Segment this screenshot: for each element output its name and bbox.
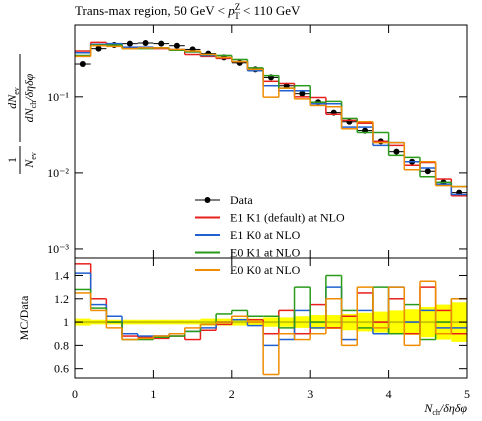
y-label-part: dN: [5, 94, 19, 109]
title-text: Trans-max region, 50 GeV <: [75, 3, 228, 18]
data-point: [79, 61, 86, 68]
data-point: [393, 148, 400, 155]
y-tick-label: 1.2: [54, 292, 69, 306]
y-tick-label: 10⁻¹: [47, 90, 69, 104]
axes: 10⁻³ 10⁻² 10⁻¹ 0.6 0.8 1 1.2 1.4 0 1 2 3 4 5: [47, 25, 470, 401]
x-label-part: N: [423, 401, 433, 415]
chart-title: Trans-max region, 50 GeV < pZ T < 110 GeV: [75, 2, 301, 21]
x-tick-label: 0: [72, 387, 78, 401]
legend-label: E0 K0 at NLO: [230, 263, 301, 277]
x-tick-label: 2: [229, 387, 235, 401]
y-tick-label: 0.6: [54, 362, 69, 376]
legend-label: E1 K1 (default) at NLO: [230, 211, 345, 225]
legend-marker: [204, 197, 211, 203]
y-label-part: /δηδφ: [22, 73, 36, 101]
x-tick-label: 4: [386, 387, 392, 401]
y-label-part: Nev: [22, 152, 38, 169]
data-point: [283, 82, 290, 89]
y-tick-label: 1: [63, 315, 69, 329]
y-label-part: ev: [12, 87, 21, 95]
main-plot: [75, 40, 467, 197]
y-label-part: dN: [22, 107, 36, 122]
x-tick-label: 5: [464, 387, 470, 401]
y-axis-label: 1 Nev dNev dNch/δηδφ: [5, 54, 38, 174]
data-point: [142, 40, 149, 47]
title-sup: Z: [235, 2, 241, 12]
y-label-part: N: [22, 159, 36, 169]
data-point: [424, 168, 431, 175]
data-point: [158, 40, 165, 47]
legend-label: E1 K0 at NLO: [230, 228, 301, 242]
data-point: [95, 45, 102, 52]
y-tick-label: 10⁻³: [47, 242, 69, 256]
y-label-part: dNev: [5, 87, 21, 109]
data-point: [236, 59, 243, 66]
y-tick-label: 1.4: [54, 268, 69, 282]
ratio-frame: [74, 257, 468, 379]
legend: Data E1 K1 (default) at NLO E1 K0 at NLO E0…: [195, 193, 345, 277]
legend-label: E0 K1 at NLO: [230, 246, 301, 260]
y-label-part: ev: [29, 152, 38, 160]
title-text: < 110 GeV: [240, 3, 301, 18]
x-label-part: ch: [432, 408, 440, 417]
y-label-part: dNch/δηδφ: [22, 73, 38, 122]
y-tick-label: 10⁻²: [47, 166, 69, 180]
ratio-plot: [75, 263, 467, 376]
data-point: [126, 40, 133, 47]
title-symbol: p: [227, 3, 235, 18]
ratio-y-label: MC/Data: [17, 295, 31, 340]
data-point: [299, 90, 306, 97]
x-tick-label: 1: [150, 387, 156, 401]
y-label-part: ch: [29, 101, 38, 109]
title-sub: T: [234, 11, 240, 21]
data-point: [173, 42, 180, 49]
y-tick-label: 0.8: [54, 338, 69, 352]
x-axis-label: Nch/δηδφ: [423, 401, 467, 417]
y-label-part: 1: [5, 157, 19, 163]
x-label-part: /δηδφ: [439, 401, 467, 415]
x-tick-label: 3: [307, 387, 313, 401]
legend-label: Data: [230, 193, 253, 207]
